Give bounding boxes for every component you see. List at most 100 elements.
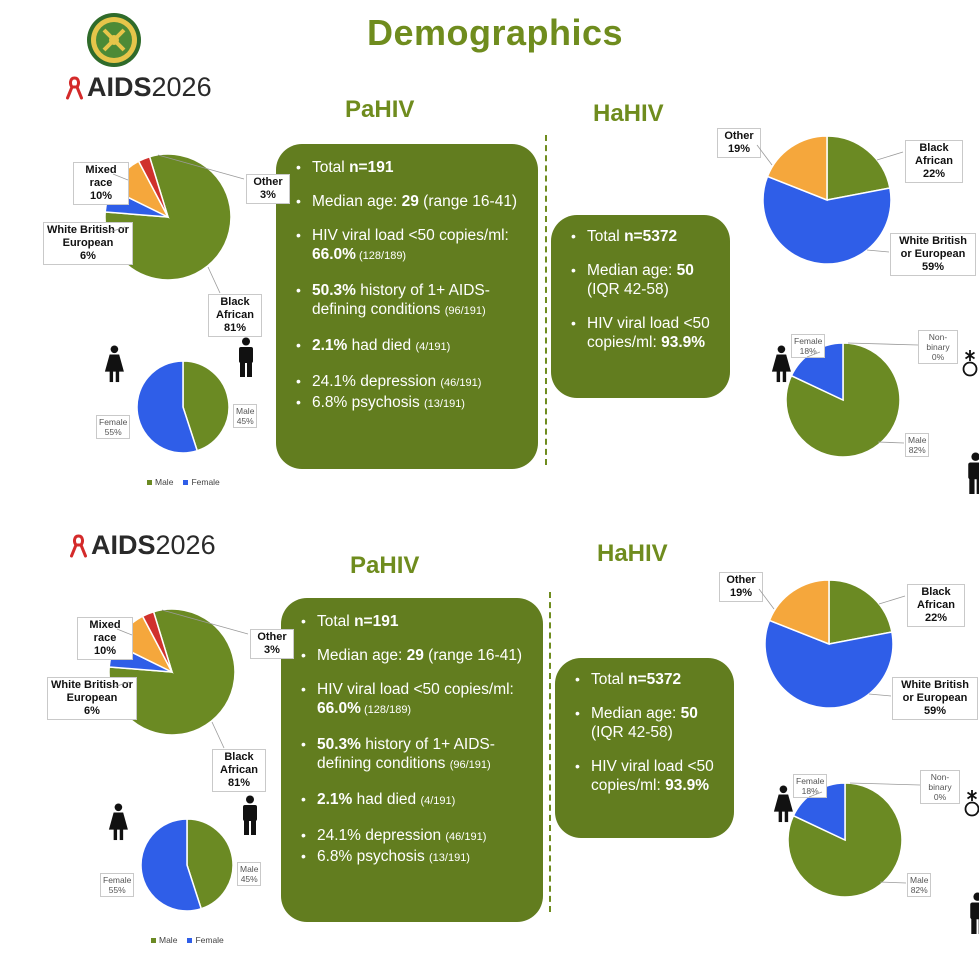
legend-label: Female [191,477,220,487]
slice-label: Female 55% [100,873,135,897]
leader-line [806,351,821,358]
slice-label: White British or European 59% [892,677,978,720]
legend-item-female: Female [187,935,224,945]
slice-label-name: Male [908,435,927,445]
hahiv-stats-box: Total n=5372 Median age: 50 (IQR 42-58) HI… [551,215,730,398]
pie-slice-black-african [828,579,893,645]
slice-label-value: 10% [93,645,117,657]
non-binary-symbol-icon [964,790,979,817]
slice-label-value: 0% [933,792,947,802]
slice-label-name: White British or European [51,679,133,704]
stat-item: 2.1% had died (4/191) [296,336,524,357]
leader-line [868,693,892,697]
brand-name: AIDS [87,72,152,102]
slice-label: Female 55% [96,415,131,439]
page-title: Demographics [366,12,624,53]
slice-label: Mixed race 10% [77,617,133,660]
pie-slice-male [182,360,230,452]
male-person-icon [968,452,979,494]
slice-label-value: 55% [108,885,126,895]
stat-item: Median age: 50 (IQR 42-58) [571,261,716,299]
slice-label-value: 0% [931,352,945,362]
slice-label-name: Black African [915,142,953,167]
slice-label: Non-binary 0% [918,330,958,364]
male-person-icon [970,892,979,934]
pahiv-heading: PaHIV [345,96,415,123]
hahiv-heading: HaHIV [593,100,664,127]
pie-slice-female [140,818,203,912]
slice-label-name: Other [724,130,754,142]
stat-item: Median age: 29 (range 16-41) [301,646,529,665]
hahiv-ethnicity-pie [764,579,894,709]
slice-label: Black African 81% [212,749,266,792]
legend-item-female: Female [183,477,220,487]
stat-item: 6.8% psychosis (13/191) [296,393,524,414]
slice-label-name: Non-binary [926,332,950,352]
sex-legend: Male Female [151,935,224,945]
leader-line [878,595,906,605]
column-divider [549,592,551,912]
stat-item: HIV viral load <50 copies/ml: 93.9% [575,757,720,795]
leader-line [847,342,919,346]
slice-label: Male 82% [905,433,930,457]
legend-swatch [187,938,193,944]
aids-2026-logo: AIDS 2026 [70,530,216,561]
stat-item: 50.3% history of 1+ AIDS-defining condit… [301,735,529,775]
slice-label: Other 3% [246,174,290,204]
pie-slice-male [785,342,901,458]
slice-label-name: Male [236,406,255,416]
red-ribbon-icon [66,76,83,99]
legend-item-male: Male [147,477,173,487]
pahiv-heading: PaHIV [350,552,420,579]
slice-label-name: White British or European [47,224,129,249]
hahiv-stats-list: Total n=5372 Median age: 50 (IQR 42-58) HI… [569,227,716,352]
pie-slice-white-british-or-european [762,175,892,265]
slice-label-name: Black African [216,296,254,321]
brand-name: AIDS [91,530,156,560]
slice-label-value: 59% [923,705,947,717]
legend-label: Male [159,935,178,945]
leader-line [157,154,245,180]
stat-item: HIV viral load <50 copies/ml: 93.9% [571,314,716,352]
brand-year: 2026 [155,530,216,560]
slice-label-name: White British or European [899,235,967,260]
female-person-icon [108,803,128,841]
slice-label-name: Male [240,864,259,874]
slide-panel: AIDS 2026 PaHIV HaHIV Total n=191 Median age… [0,0,979,494]
leader-line [808,791,823,798]
legend-swatch [147,480,152,486]
legend-label: Female [195,935,224,945]
pie-slice-other [137,155,169,218]
slice-label-value: 19% [729,587,753,599]
column-divider [545,135,547,465]
slice-label-name: Non-binary [928,772,952,792]
slice-label: Mixed race 10% [73,162,129,205]
hahiv-heading: HaHIV [597,540,668,567]
slice-label-value: 3% [264,644,280,656]
hahiv-stats-box: Total n=5372 Median age: 50 (IQR 42-58) HI… [555,658,734,838]
pahiv-sex-pie [140,818,234,912]
stat-item: HIV viral load <50 copies/ml: 66.0% (128… [301,680,529,720]
leader-line [849,782,921,786]
leader-line [116,628,133,636]
stat-item: HIV viral load <50 copies/ml: 66.0% (128… [296,226,524,266]
leader-line [876,151,904,161]
pie-slice-male [186,818,234,910]
slice-label-name: Female [796,776,825,786]
pie-slice-other [768,579,830,646]
slice-label: Black African 22% [907,584,965,627]
emblem-logo [86,12,142,68]
slice-label: Male 45% [237,862,262,886]
leader-line [112,173,129,181]
pahiv-stats-list: Total n=191 Median age: 29 (range 16-41) H… [299,612,529,868]
slice-label-value: 45% [236,416,254,426]
slice-label-name: Mixed race [85,164,117,189]
slide-panel: AIDS 2026 PaHIV HaHIV Total n=191 Median age… [0,472,979,945]
female-person-icon [773,785,793,823]
slice-label-name: Black African [917,586,955,611]
slice-label: Male 45% [233,404,258,428]
slice-label-name: Mixed race [89,619,121,644]
leader-line [758,588,775,610]
leader-line [211,721,225,749]
slice-label: Female 18% [791,334,826,358]
